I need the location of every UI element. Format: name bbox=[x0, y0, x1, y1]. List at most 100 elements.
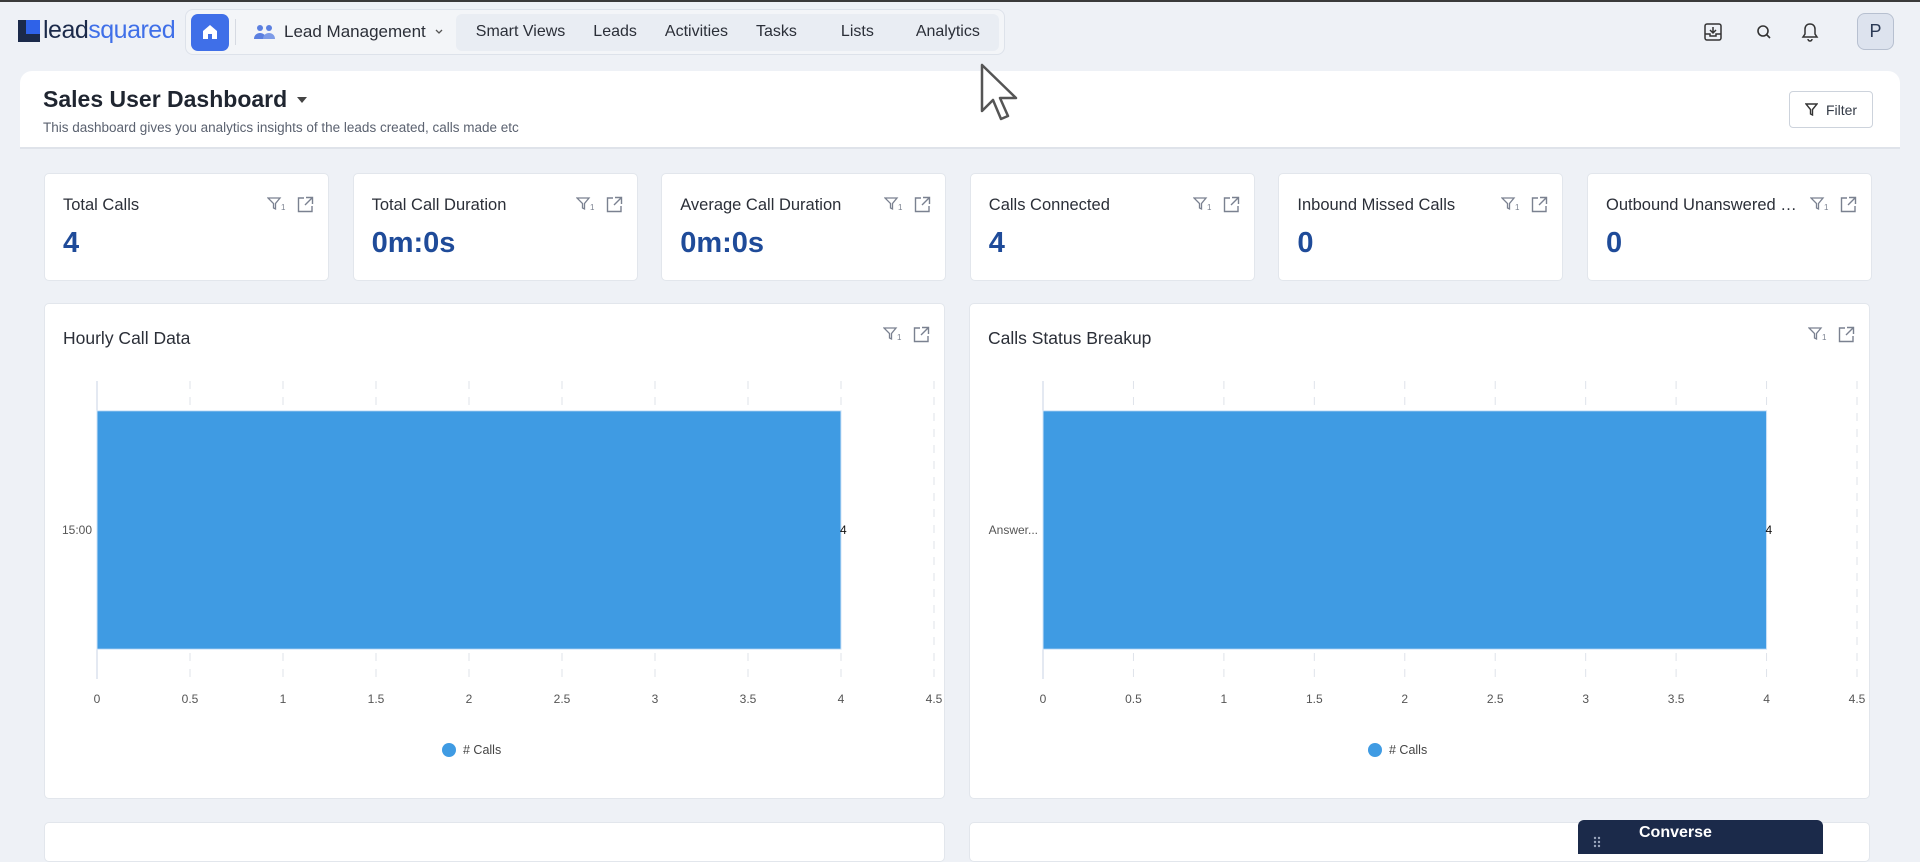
kpi-label: Calls Connected bbox=[988, 196, 1110, 214]
legend-label: # Calls bbox=[1389, 743, 1427, 757]
legend-label: # Calls bbox=[463, 743, 501, 757]
expand-icon[interactable] bbox=[1840, 196, 1857, 218]
x-tick-label: 3 bbox=[1582, 692, 1589, 706]
legend-marker bbox=[1368, 743, 1382, 757]
chart-card-calls-status-breakup: Calls Status Breakup 1 0 0.5 1 1.5 2 2.5 3 3.5 4… bbox=[969, 303, 1870, 799]
svg-text:1: 1 bbox=[898, 203, 903, 212]
expand-icon[interactable] bbox=[1838, 326, 1855, 348]
svg-text:1: 1 bbox=[1822, 333, 1827, 342]
chart-actions: 1 bbox=[882, 326, 930, 348]
user-avatar[interactable]: P bbox=[1857, 13, 1894, 50]
kpi-actions: 1 bbox=[1192, 196, 1240, 218]
filter-button[interactable]: Filter bbox=[1789, 91, 1873, 128]
bar bbox=[1042, 410, 1768, 650]
x-tick-label: 2.5 bbox=[554, 692, 571, 706]
expand-icon[interactable] bbox=[913, 326, 930, 348]
main-nav: Lead Management Smart Views Leads Activi… bbox=[185, 9, 1005, 55]
filter-applied-icon[interactable]: 1 bbox=[1192, 196, 1213, 218]
users-icon bbox=[254, 25, 275, 39]
nav-lists[interactable]: Lists bbox=[840, 23, 874, 40]
hourly-call-chart: 0 0.5 1 1.5 2 2.5 3 3.5 4 4.5 15:00 4 # Calls bbox=[62, 381, 943, 757]
chart-card-hourly-call-data: Hourly Call Data 1 0 0.5 1 1.5 2 2.5 3 3.5 4 4.5 1… bbox=[44, 303, 945, 799]
nav-activities[interactable]: Activities bbox=[664, 23, 729, 40]
converse-label: Converse bbox=[1639, 824, 1712, 841]
kpi-label: Total Calls bbox=[63, 196, 140, 214]
svg-text:1: 1 bbox=[590, 203, 595, 212]
leadsquared-logo[interactable]: lead squared bbox=[18, 16, 176, 45]
calls-status-chart: 0 0.5 1 1.5 2 2.5 3 3.5 4 4.5 Answer... 4 # Calls bbox=[989, 381, 1866, 757]
chart-actions: 1 bbox=[1807, 326, 1855, 348]
x-tick-label: 4 bbox=[838, 692, 845, 706]
module-switcher[interactable]: Lead Management bbox=[242, 14, 456, 51]
search-icon[interactable] bbox=[1752, 20, 1776, 44]
x-tick-label: 3.5 bbox=[1668, 692, 1685, 706]
bar bbox=[96, 410, 842, 650]
x-tick-label: 0.5 bbox=[1125, 692, 1142, 706]
converse-widget[interactable]: Converse bbox=[1578, 820, 1823, 854]
kpi-actions: 1 bbox=[575, 196, 623, 218]
y-category-label: Answer... bbox=[989, 523, 1038, 537]
kpi-value: 0m:0s bbox=[680, 227, 765, 259]
x-tick-label: 2.5 bbox=[1487, 692, 1504, 706]
kpi-card: Average Call Duration 0m:0s 1 bbox=[661, 173, 947, 281]
svg-text:1: 1 bbox=[897, 333, 902, 342]
filter-applied-icon[interactable]: 1 bbox=[1500, 196, 1521, 218]
filter-applied-icon[interactable]: 1 bbox=[575, 196, 596, 218]
nav-smart-views[interactable]: Smart Views bbox=[475, 23, 566, 40]
kpi-actions: 1 bbox=[1809, 196, 1857, 218]
nav-links: Smart Views Leads Activities Tasks Lists… bbox=[455, 13, 999, 51]
kpi-value: 0m:0s bbox=[371, 227, 456, 259]
filter-applied-icon[interactable]: 1 bbox=[266, 196, 287, 218]
nav-tasks[interactable]: Tasks bbox=[756, 23, 797, 40]
bell-icon[interactable] bbox=[1798, 20, 1822, 44]
x-tick-label: 0 bbox=[94, 692, 101, 706]
x-tick-label: 2 bbox=[1401, 692, 1408, 706]
home-button[interactable] bbox=[191, 13, 229, 51]
kpi-value: 4 bbox=[988, 227, 1005, 259]
logo-mark bbox=[18, 19, 40, 42]
expand-icon[interactable] bbox=[1223, 196, 1240, 218]
filter-applied-icon[interactable]: 1 bbox=[1807, 326, 1828, 348]
x-tick-label: 0.5 bbox=[182, 692, 199, 706]
caret-down-icon bbox=[297, 96, 308, 103]
download-tray-icon[interactable] bbox=[1701, 20, 1725, 44]
y-category-label: 15:00 bbox=[62, 523, 92, 537]
x-tick-label: 3 bbox=[652, 692, 659, 706]
kpi-card: Total Calls 4 1 bbox=[44, 173, 329, 281]
kpi-label: Total Call Duration bbox=[371, 196, 507, 214]
kpi-value: 0 bbox=[1297, 227, 1314, 259]
nav-analytics[interactable]: Analytics bbox=[915, 23, 980, 40]
data-label: 4 bbox=[840, 523, 847, 537]
kpi-actions: 1 bbox=[1500, 196, 1548, 218]
filter-icon bbox=[1804, 103, 1818, 116]
filter-applied-icon[interactable]: 1 bbox=[1809, 196, 1830, 218]
chart-title: Calls Status Breakup bbox=[988, 328, 1152, 348]
filter-applied-icon[interactable]: 1 bbox=[882, 326, 903, 348]
svg-text:1: 1 bbox=[1824, 203, 1829, 212]
chart-title: Hourly Call Data bbox=[63, 328, 191, 348]
kpi-value: 0 bbox=[1606, 227, 1623, 259]
expand-icon[interactable] bbox=[1531, 196, 1548, 218]
filter-applied-icon[interactable]: 1 bbox=[883, 196, 904, 218]
kpi-card: Inbound Missed Calls 0 1 bbox=[1278, 173, 1564, 281]
divider bbox=[235, 19, 236, 45]
svg-text:1: 1 bbox=[1207, 203, 1212, 212]
legend-marker bbox=[442, 743, 456, 757]
x-tick-label: 1 bbox=[280, 692, 287, 706]
kpi-actions: 1 bbox=[883, 196, 931, 218]
drag-handle-icon[interactable] bbox=[1593, 836, 1601, 850]
kpi-value: 4 bbox=[63, 227, 80, 259]
nav-leads[interactable]: Leads bbox=[593, 23, 637, 40]
expand-icon[interactable] bbox=[606, 196, 623, 218]
dashboard-title[interactable]: Sales User Dashboard bbox=[43, 86, 308, 113]
x-tick-label: 1.5 bbox=[368, 692, 385, 706]
kpi-card: Calls Connected 4 1 bbox=[969, 173, 1255, 281]
x-tick-label: 1 bbox=[1221, 692, 1228, 706]
home-icon bbox=[203, 25, 217, 39]
expand-icon[interactable] bbox=[297, 196, 314, 218]
kpi-label: Average Call Duration bbox=[680, 196, 842, 214]
expand-icon[interactable] bbox=[914, 196, 931, 218]
kpi-label: Outbound Unanswered Calls bbox=[1606, 196, 1806, 214]
x-tick-label: 1.5 bbox=[1306, 692, 1323, 706]
mouse-cursor-icon bbox=[980, 63, 1018, 121]
